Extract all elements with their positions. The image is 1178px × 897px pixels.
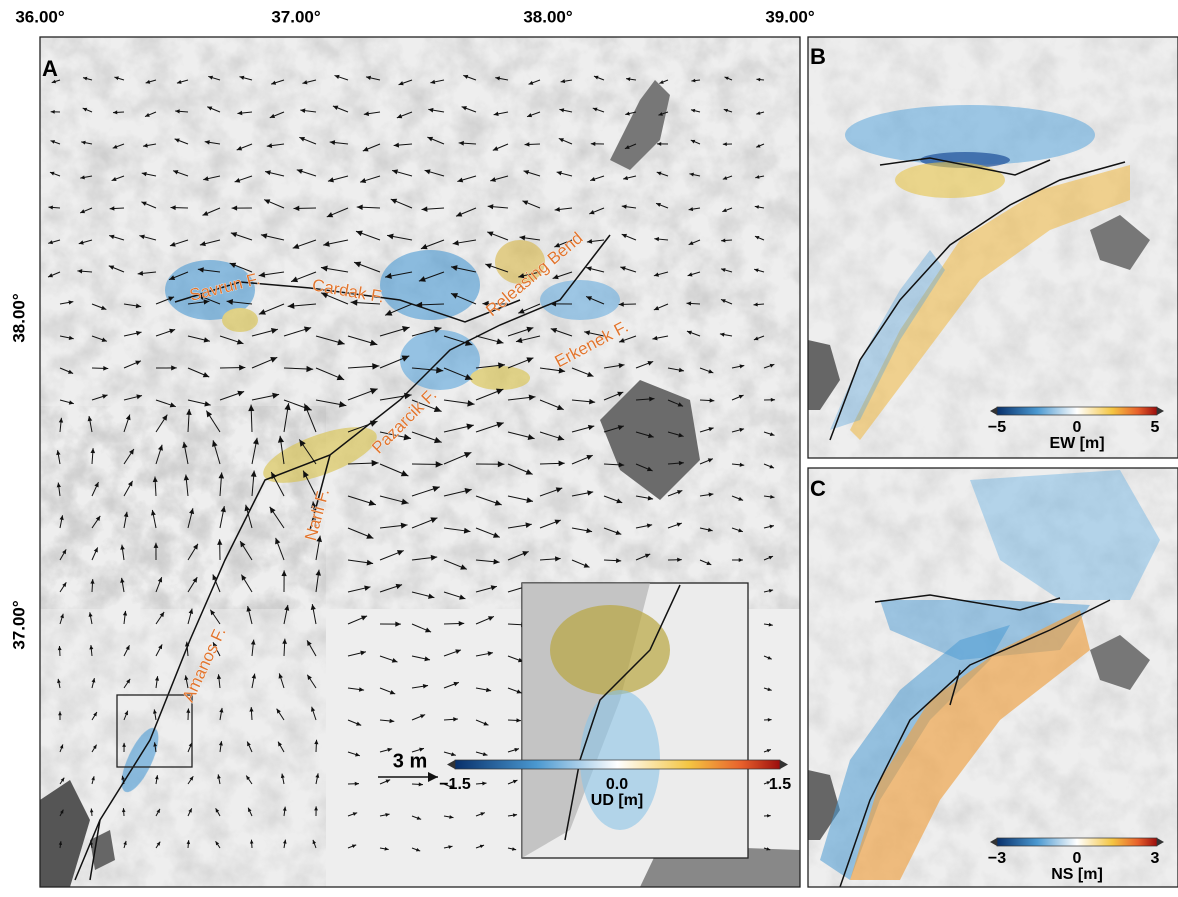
panel-label: C xyxy=(810,476,826,501)
panel-b-map xyxy=(808,37,1178,458)
colorbar-tick: 0 xyxy=(1073,850,1082,867)
lon-label: 38.00° xyxy=(523,7,573,26)
scale-label: 3 m xyxy=(393,750,427,772)
colorbar-title: NS [m] xyxy=(1051,866,1103,883)
panel-label: A xyxy=(42,56,58,81)
inset xyxy=(522,583,748,858)
colorbar-tick: 0.0 xyxy=(606,776,628,793)
colorbar-tick: −1.5 xyxy=(439,776,471,793)
lon-label: 37.00° xyxy=(271,7,321,26)
lat-label: 38.00° xyxy=(9,293,28,343)
colorbar-tick: 5 xyxy=(1151,419,1160,436)
lat-label: 37.00° xyxy=(9,600,28,650)
panel-c-map xyxy=(808,468,1178,887)
colorbar-tick: 3 xyxy=(1151,850,1160,867)
panel-label: B xyxy=(810,44,826,69)
colorbar-tick: −3 xyxy=(988,850,1006,867)
colorbar-title: UD [m] xyxy=(591,792,643,809)
figure: 36.00° 37.00° 38.00° 39.00° 38.00° 37.00… xyxy=(0,0,1178,892)
lon-label: 39.00° xyxy=(765,7,815,26)
colorbar-tick: 1.5 xyxy=(769,776,791,793)
lon-label: 36.00° xyxy=(15,7,65,26)
colorbar-tick: −5 xyxy=(988,419,1006,436)
colorbar-tick: 0 xyxy=(1073,419,1082,436)
colorbar-title: EW [m] xyxy=(1049,435,1104,452)
